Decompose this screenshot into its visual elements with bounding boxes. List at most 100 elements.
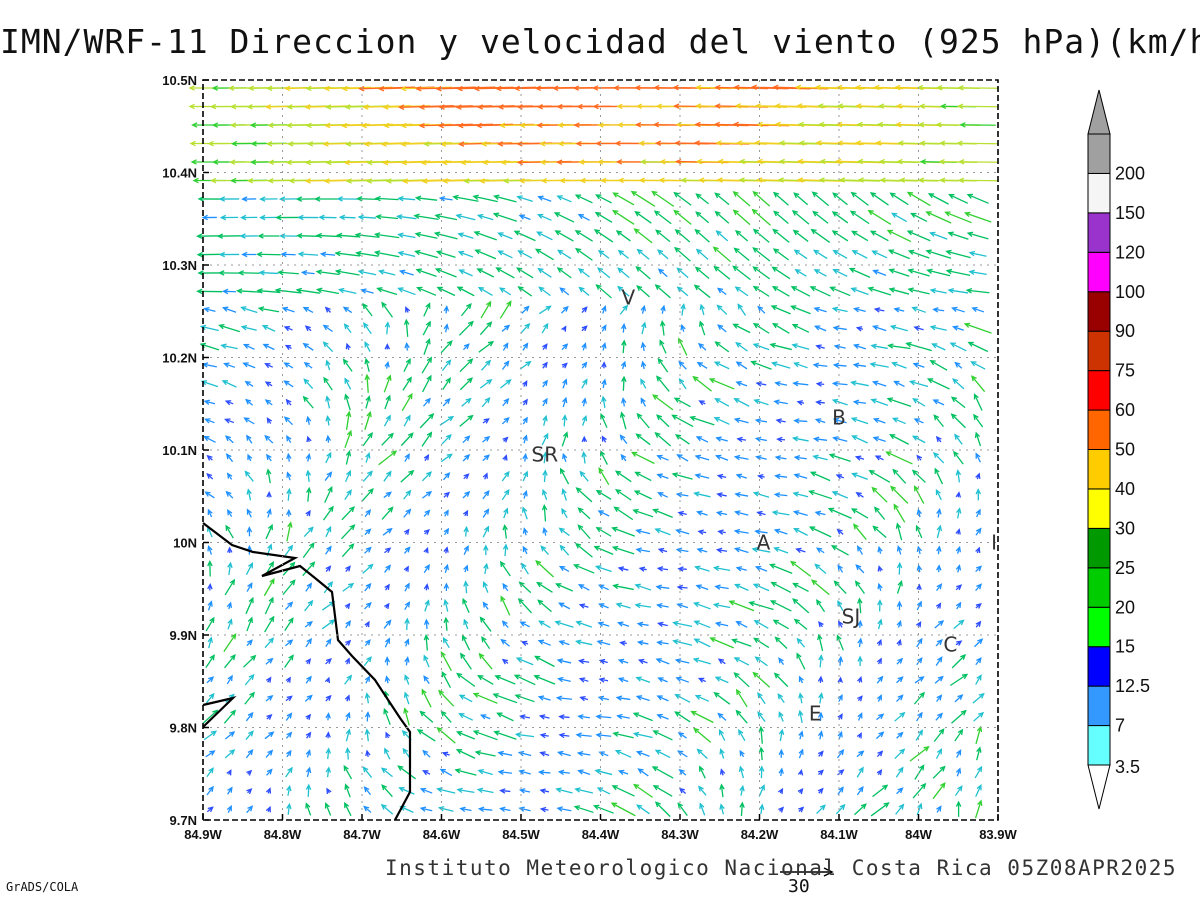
wind-vector	[601, 305, 607, 314]
wind-vector	[636, 640, 649, 646]
wind-vector	[757, 692, 766, 705]
wind-vector	[561, 507, 568, 519]
wind-vector	[771, 285, 790, 297]
wind-vector	[817, 769, 825, 776]
wind-vector	[935, 656, 943, 667]
wind-vector	[736, 436, 747, 443]
wind-vector	[221, 306, 237, 313]
wind-vector	[674, 229, 691, 243]
wind-vector	[345, 728, 351, 742]
wind-vector	[403, 707, 410, 726]
wind-vector	[443, 582, 450, 592]
wind-vector	[854, 455, 865, 461]
wind-vector	[325, 415, 331, 426]
wind-vector	[522, 398, 528, 406]
wind-vector	[206, 676, 215, 684]
wind-vector	[832, 249, 848, 259]
wind-vector	[973, 413, 984, 428]
wind-vector	[384, 343, 391, 350]
wind-vector	[893, 380, 905, 388]
wind-vector	[811, 191, 830, 207]
wind-vector	[808, 490, 833, 500]
wind-vector	[482, 418, 490, 424]
colorbar-segment	[1087, 133, 1111, 174]
wind-vector	[774, 473, 788, 480]
wind-vector	[239, 233, 258, 239]
wind-vector	[791, 343, 810, 350]
wind-vector	[975, 674, 982, 685]
wind-vector	[925, 249, 952, 259]
wind-vector	[384, 747, 391, 760]
wind-vector	[344, 657, 350, 665]
wind-vector	[956, 103, 999, 110]
wind-vector	[597, 249, 610, 259]
wind-vector	[887, 249, 910, 260]
wind-vector	[734, 491, 749, 498]
wind-vector	[853, 306, 866, 313]
wind-vector	[577, 714, 590, 720]
wind-vector	[403, 489, 412, 500]
wind-vector	[693, 727, 712, 743]
wind-vector	[755, 455, 767, 461]
wind-vector	[751, 208, 771, 226]
wind-vector	[817, 633, 824, 652]
wind-vector	[266, 508, 272, 518]
wind-vector	[423, 618, 430, 629]
wind-vector	[634, 583, 652, 591]
wind-vector	[757, 473, 765, 480]
wind-vector	[659, 339, 667, 354]
wind-vector	[833, 580, 847, 595]
wind-vector	[443, 563, 449, 573]
wind-vector	[266, 713, 273, 720]
wind-vector	[637, 768, 649, 777]
wind-vector	[792, 510, 808, 516]
wind-vector	[207, 560, 213, 577]
wind-vector	[264, 615, 275, 633]
wind-vector	[403, 414, 411, 427]
wind-vector	[265, 468, 272, 484]
wind-vector	[383, 707, 391, 725]
wind-vector	[335, 232, 359, 239]
wind-vector	[769, 600, 792, 612]
wind-vector	[518, 769, 531, 775]
wind-vector	[876, 713, 885, 721]
wind-vector	[502, 397, 510, 407]
colorbar-label: 30	[1115, 518, 1135, 538]
wind-vector	[319, 251, 336, 258]
wind-vector	[611, 526, 636, 537]
wind-vector	[458, 713, 474, 721]
wind-vector	[714, 210, 730, 224]
wind-vector	[404, 341, 410, 351]
wind-vector	[499, 560, 511, 577]
wind-vector	[873, 506, 886, 520]
wind-vector	[278, 196, 298, 202]
wind-vector	[692, 375, 712, 392]
colorbar-segment	[1087, 685, 1111, 727]
wind-vector	[362, 432, 373, 447]
wind-vector	[774, 380, 788, 387]
wind-vector	[876, 769, 883, 776]
wind-vector	[673, 397, 691, 408]
wind-vector	[442, 472, 451, 481]
wind-vector	[621, 397, 627, 407]
wind-vector	[283, 362, 294, 369]
wind-vector	[325, 359, 331, 371]
wind-vector	[324, 802, 332, 816]
wind-vector	[325, 747, 332, 760]
wind-vector	[561, 431, 569, 447]
wind-vector	[850, 191, 869, 206]
wind-vector	[869, 230, 889, 242]
wind-vector	[868, 469, 891, 483]
wind-vector-field	[188, 84, 999, 819]
wind-vector	[581, 397, 587, 407]
wind-vector	[732, 191, 751, 207]
wind-vector	[514, 732, 535, 738]
wind-vector	[631, 451, 655, 465]
wind-vector	[477, 286, 493, 296]
wind-vector	[463, 544, 469, 555]
wind-vector	[634, 602, 652, 609]
wind-vector	[936, 508, 942, 518]
wind-vector	[867, 286, 892, 296]
wind-vector	[362, 302, 373, 317]
